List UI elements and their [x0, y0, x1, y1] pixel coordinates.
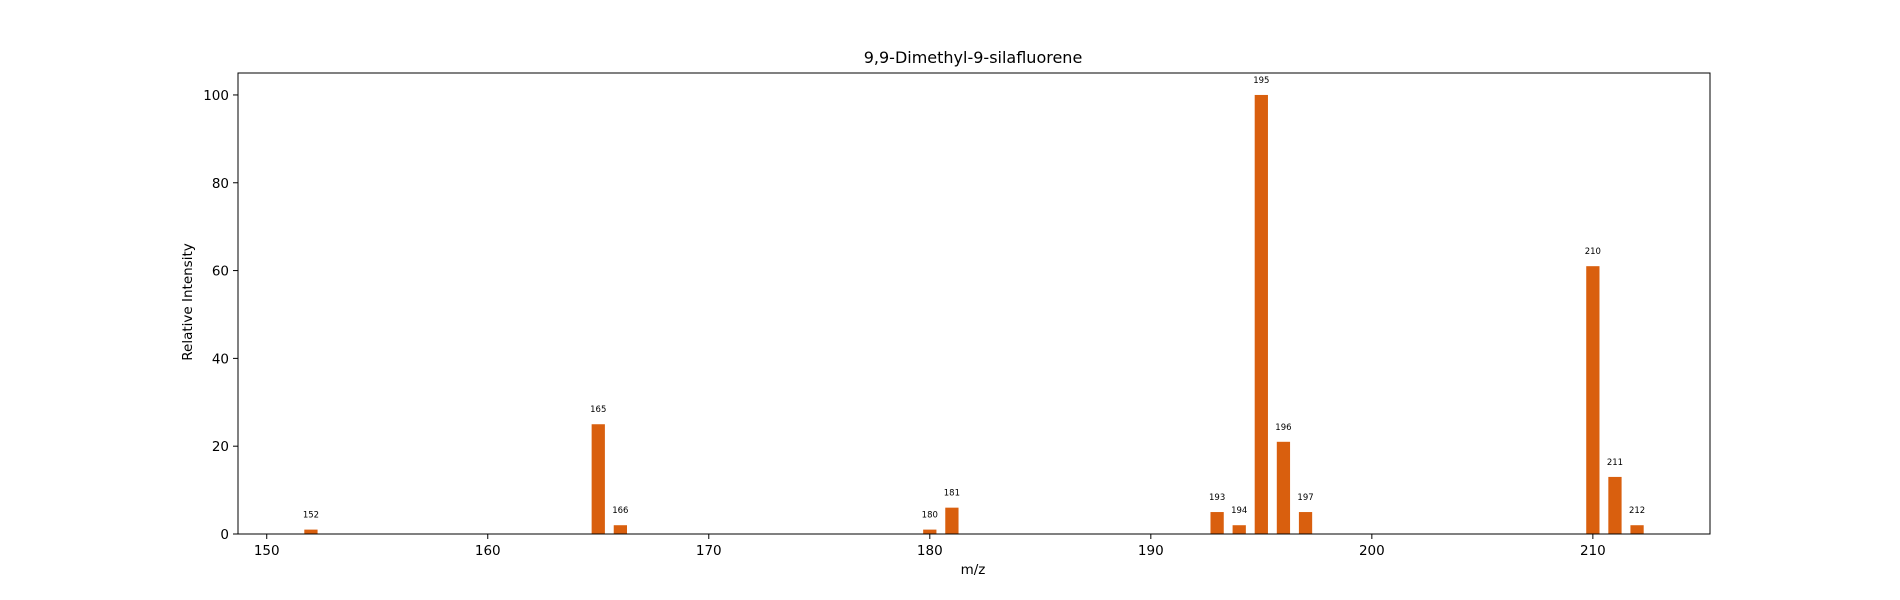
- bar-label-210: 210: [1585, 247, 1601, 257]
- bar-label-181: 181: [944, 489, 960, 499]
- y-tick-label-20: 20: [212, 439, 229, 455]
- y-tick-label-60: 60: [212, 264, 229, 280]
- y-tick-label-80: 80: [212, 176, 229, 192]
- plot-area: 152 165 166 180 181 193 194 195 196 197 210 211 212 1…: [203, 72, 1711, 559]
- y-tick-label-0: 0: [220, 527, 229, 543]
- bar-193: [1210, 512, 1224, 534]
- bar-210: [1586, 266, 1600, 534]
- x-tick-label-200: 200: [1359, 543, 1385, 559]
- x-tick-label-170: 170: [696, 543, 722, 559]
- bar-180: [923, 529, 937, 534]
- bar-211: [1608, 476, 1622, 534]
- bar-label-212: 212: [1629, 506, 1645, 516]
- bar-label-193: 193: [1209, 493, 1225, 503]
- bar-label-197: 197: [1297, 493, 1313, 503]
- bar-197: [1298, 512, 1313, 534]
- bar-196: [1276, 441, 1291, 534]
- bar-label-211: 211: [1607, 458, 1623, 468]
- bar-195: [1254, 94, 1268, 534]
- x-axis-label: m/z: [961, 562, 986, 578]
- bar-label-180: 180: [922, 511, 938, 521]
- bar-152: [304, 529, 318, 534]
- bar-label-194: 194: [1231, 506, 1247, 516]
- bar-label-166: 166: [612, 506, 628, 516]
- y-tick-label-40: 40: [212, 351, 229, 367]
- x-tick-label-150: 150: [254, 543, 280, 559]
- x-tick-label-160: 160: [475, 543, 501, 559]
- chart-title: 9,9-Dimethyl-9-silafluorene: [864, 48, 1083, 67]
- x-tick-label-190: 190: [1138, 543, 1164, 559]
- bar-165: [591, 424, 605, 534]
- x-tick-label-180: 180: [917, 543, 943, 559]
- axes-frame: [237, 72, 1711, 535]
- bar-194: [1232, 525, 1246, 534]
- bar-166: [613, 525, 627, 534]
- bar-label-195: 195: [1253, 76, 1269, 86]
- bar-label-196: 196: [1275, 423, 1291, 433]
- bar-label-152: 152: [303, 511, 319, 521]
- bar-181: [945, 507, 959, 534]
- bar-212: [1630, 525, 1644, 534]
- y-tick-label-100: 100: [203, 88, 229, 104]
- x-tick-label-210: 210: [1580, 543, 1606, 559]
- bar-label-165: 165: [590, 405, 606, 415]
- y-axis-label: Relative Intensity: [180, 243, 196, 361]
